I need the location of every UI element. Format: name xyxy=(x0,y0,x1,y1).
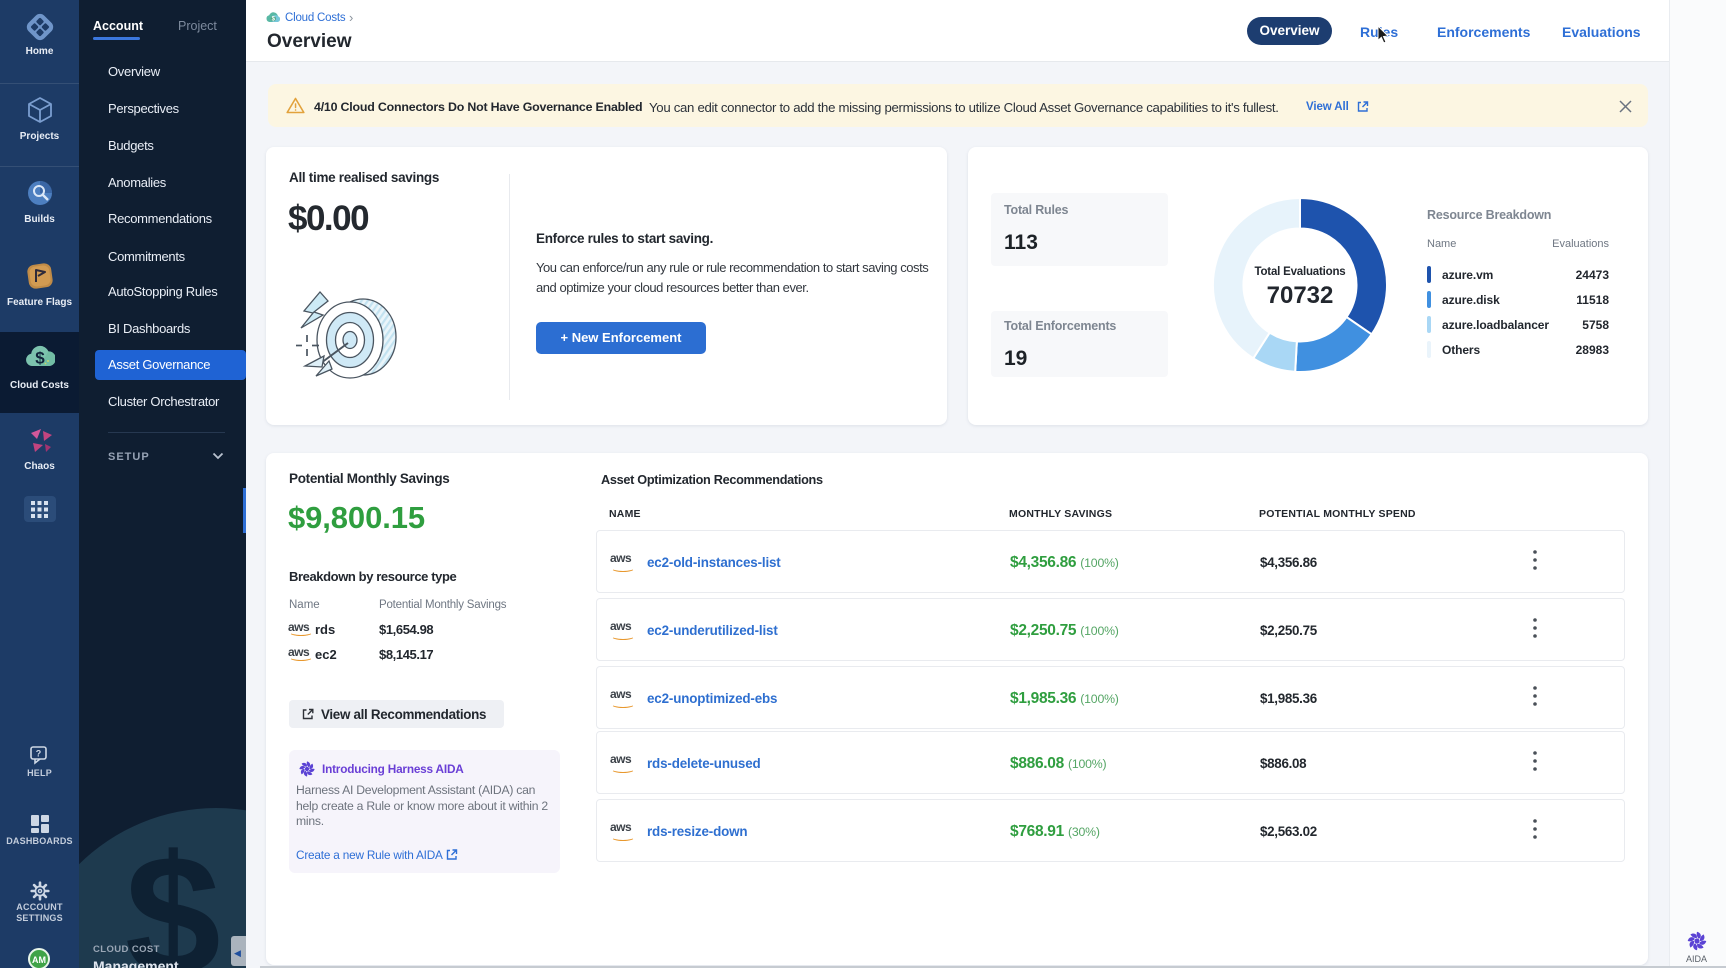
svg-text:?: ? xyxy=(35,749,41,759)
svg-text:$: $ xyxy=(272,17,276,23)
svg-text:$: $ xyxy=(35,349,45,368)
